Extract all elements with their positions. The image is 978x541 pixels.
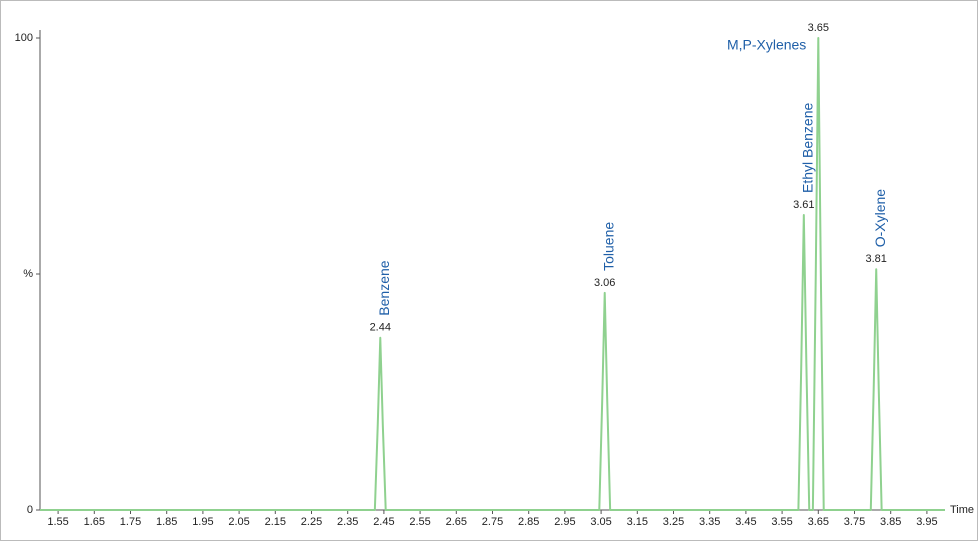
trace: [40, 37, 945, 511]
x-tick-label: 2.65: [446, 516, 467, 528]
peak-time: 3.61: [793, 199, 814, 211]
x-tick-label: 2.85: [518, 516, 539, 528]
y-tick-label: 0: [27, 504, 33, 516]
peak-time: 3.65: [808, 22, 829, 34]
peak-name: Benzene: [376, 260, 392, 315]
peak-name: Toluene: [600, 222, 616, 271]
x-tick-label: 2.15: [265, 516, 286, 528]
x-tick-label: 1.85: [156, 516, 177, 528]
x-tick-label: 2.05: [228, 516, 249, 528]
x-tick-label: 1.75: [120, 516, 141, 528]
x-tick-label: 1.65: [84, 516, 105, 528]
x-tick-label: 3.05: [590, 516, 611, 528]
x-tick-label: 2.75: [482, 516, 503, 528]
x-tick-label: 2.25: [301, 516, 322, 528]
x-tick-label: 3.45: [735, 516, 756, 528]
x-tick-label: 1.55: [47, 516, 68, 528]
x-tick-label: 3.65: [808, 516, 829, 528]
x-tick-label: 1.95: [192, 516, 213, 528]
x-tick-label: 3.75: [844, 516, 865, 528]
peak-name: M,P-Xylenes: [727, 37, 806, 53]
x-tick-label: 2.45: [373, 516, 394, 528]
peak-time: 3.06: [594, 277, 615, 289]
x-tick-label: 3.95: [916, 516, 937, 528]
y-tick-label: %: [23, 268, 33, 280]
x-tick-label: 3.55: [771, 516, 792, 528]
x-tick-label: 2.35: [337, 516, 358, 528]
peak-name: O-Xylene: [872, 189, 888, 248]
peak-time: 2.44: [370, 322, 391, 334]
peak-name: Ethyl Benzene: [800, 103, 816, 193]
peak-time: 3.81: [866, 253, 887, 265]
x-tick-label: 2.95: [554, 516, 575, 528]
x-axis-label: Time: [950, 504, 974, 516]
x-tick-label: 3.85: [880, 516, 901, 528]
y-tick-label: 100: [15, 32, 33, 44]
x-tick-label: 3.35: [699, 516, 720, 528]
x-tick-label: 3.15: [627, 516, 648, 528]
x-tick-label: 2.55: [409, 516, 430, 528]
x-tick-label: 3.25: [663, 516, 684, 528]
